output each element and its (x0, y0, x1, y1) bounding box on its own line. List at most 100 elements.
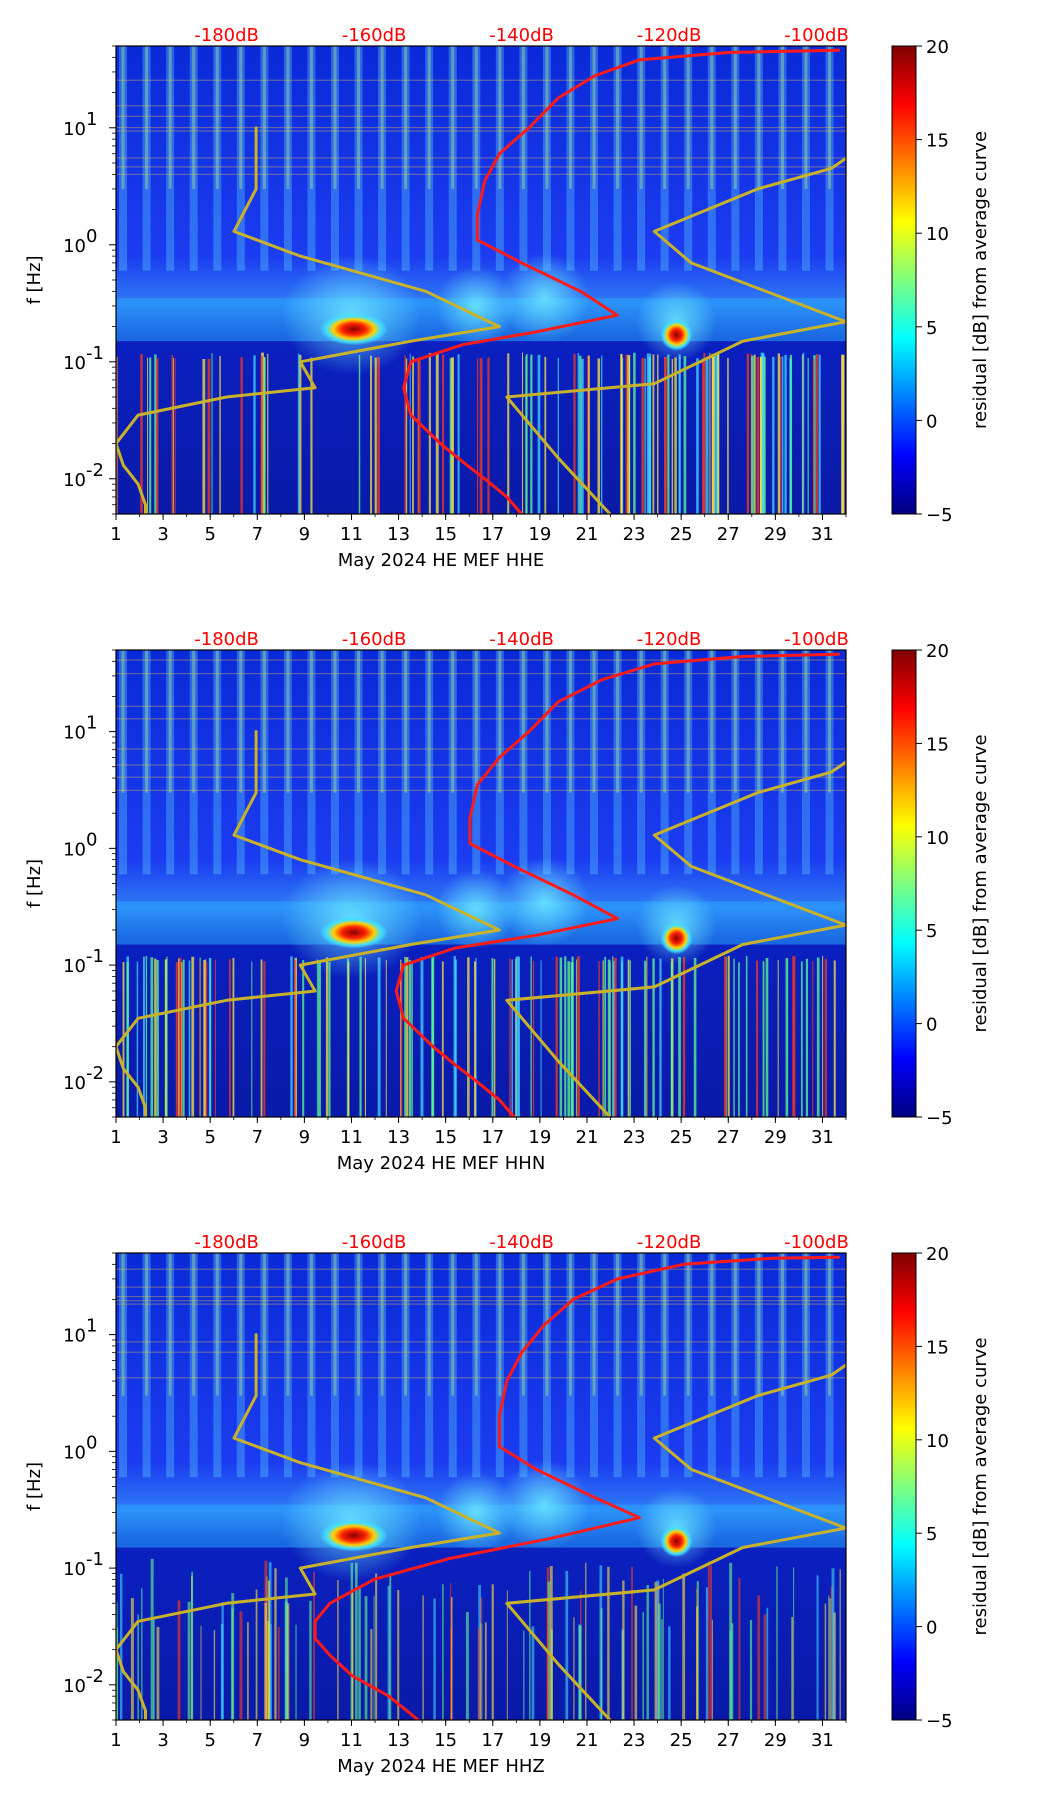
daily-noise-streak (519, 46, 528, 271)
x-tick-label: 29 (764, 524, 787, 545)
transient-line (150, 957, 154, 1117)
transient-line (219, 355, 221, 514)
daily-noise-streak (307, 46, 316, 271)
daily-noise-streak (213, 1253, 222, 1478)
transient-line (375, 1573, 378, 1720)
transient-line (627, 959, 630, 1117)
daily-noise-streak (495, 650, 504, 875)
y-tick-label: 10 (63, 1442, 86, 1463)
transient-line (671, 358, 674, 514)
harmonic-line (116, 776, 846, 778)
transient-line (404, 956, 406, 1117)
daily-noise-streak (260, 1253, 269, 1478)
transient-line (172, 357, 174, 514)
daily-noise-streak (590, 46, 599, 271)
transient-line (475, 957, 477, 1117)
transient-line (575, 959, 577, 1117)
noise-model-curve (116, 1333, 501, 1652)
transient-line (518, 956, 520, 1117)
daily-noise-streak (119, 650, 128, 875)
x-tick-label: 19 (528, 1127, 551, 1148)
x-tick-label: 31 (811, 1730, 834, 1751)
transient-line (678, 957, 681, 1117)
transient-line (777, 353, 781, 514)
harmonic-line (116, 1377, 846, 1379)
transient-line (772, 356, 775, 514)
daily-noise-streak (260, 46, 269, 271)
db-tick-label: -140dB (489, 1232, 554, 1253)
daily-noise-core (616, 1253, 620, 1396)
daily-noise-core (521, 1253, 525, 1396)
transient-line (573, 1617, 575, 1720)
transient-line (577, 353, 580, 514)
daily-noise-streak (519, 650, 528, 875)
transient-line (600, 1608, 603, 1720)
transient-line (487, 357, 490, 514)
transient-line (521, 352, 524, 514)
daily-noise-streak (754, 46, 763, 271)
transient-line (529, 1570, 531, 1720)
daily-noise-core (286, 650, 290, 793)
transient-line (116, 1627, 119, 1720)
x-tick-label: 3 (157, 1127, 168, 1148)
transient-line (442, 354, 445, 514)
transient-line (659, 958, 662, 1117)
transient-line (405, 957, 409, 1117)
transient-line (476, 358, 479, 514)
transient-line (165, 959, 168, 1117)
transient-line (285, 1577, 288, 1720)
transient-line (405, 358, 408, 514)
daily-noise-streak (754, 650, 763, 875)
transient-line (347, 961, 350, 1117)
transient-line (839, 1569, 841, 1720)
daily-noise-streak (684, 1253, 693, 1478)
daily-noise-core (427, 650, 431, 793)
transient-line (801, 354, 804, 514)
daily-noise-streak (401, 1253, 410, 1478)
transient-line (573, 353, 576, 514)
daily-noise-streak (119, 1253, 128, 1478)
colorbar-tick-label: −5 (926, 1711, 953, 1732)
transient-line (818, 354, 821, 514)
daily-noise-core (357, 1253, 361, 1396)
transient-line (833, 960, 836, 1117)
daily-noise-streak (378, 650, 387, 875)
db-tick-label: -180dB (194, 1232, 259, 1253)
daily-noise-core (828, 1253, 832, 1396)
daily-noise-core (215, 650, 219, 793)
transient-line (137, 1614, 139, 1720)
transient-line (667, 354, 670, 514)
daily-noise-streak (307, 1253, 316, 1478)
daily-noise-core (498, 650, 502, 793)
daily-noise-core (333, 46, 337, 189)
transient-line (295, 1624, 297, 1720)
spectrogram-image (116, 1253, 846, 1720)
daily-noise-core (262, 1253, 266, 1396)
transient-line (310, 357, 313, 514)
psd-curve (313, 1255, 841, 1720)
daily-noise-core (568, 46, 572, 189)
colorbar (891, 1252, 917, 1721)
transient-line (738, 962, 740, 1117)
transient-line (682, 957, 686, 1117)
harmonic-line (116, 1268, 846, 1270)
daily-noise-core (521, 650, 525, 793)
transient-line (656, 1580, 660, 1720)
daily-noise-core (121, 46, 125, 189)
noise-model-curve (116, 442, 147, 514)
x-tick-label: 31 (811, 524, 834, 545)
transient-line (260, 959, 263, 1117)
daily-noise-core (498, 1253, 502, 1396)
daily-noise-core (262, 46, 266, 189)
transient-line (733, 958, 735, 1117)
transient-line (760, 352, 764, 514)
transient-line (762, 961, 765, 1117)
daily-noise-core (121, 650, 125, 793)
transient-line (358, 1588, 361, 1720)
transient-line (453, 955, 456, 1117)
transient-line (652, 354, 655, 514)
daily-noise-core (639, 46, 643, 189)
daily-noise-streak (448, 1253, 457, 1478)
harmonic-line (116, 130, 846, 132)
transient-line (658, 1603, 661, 1720)
